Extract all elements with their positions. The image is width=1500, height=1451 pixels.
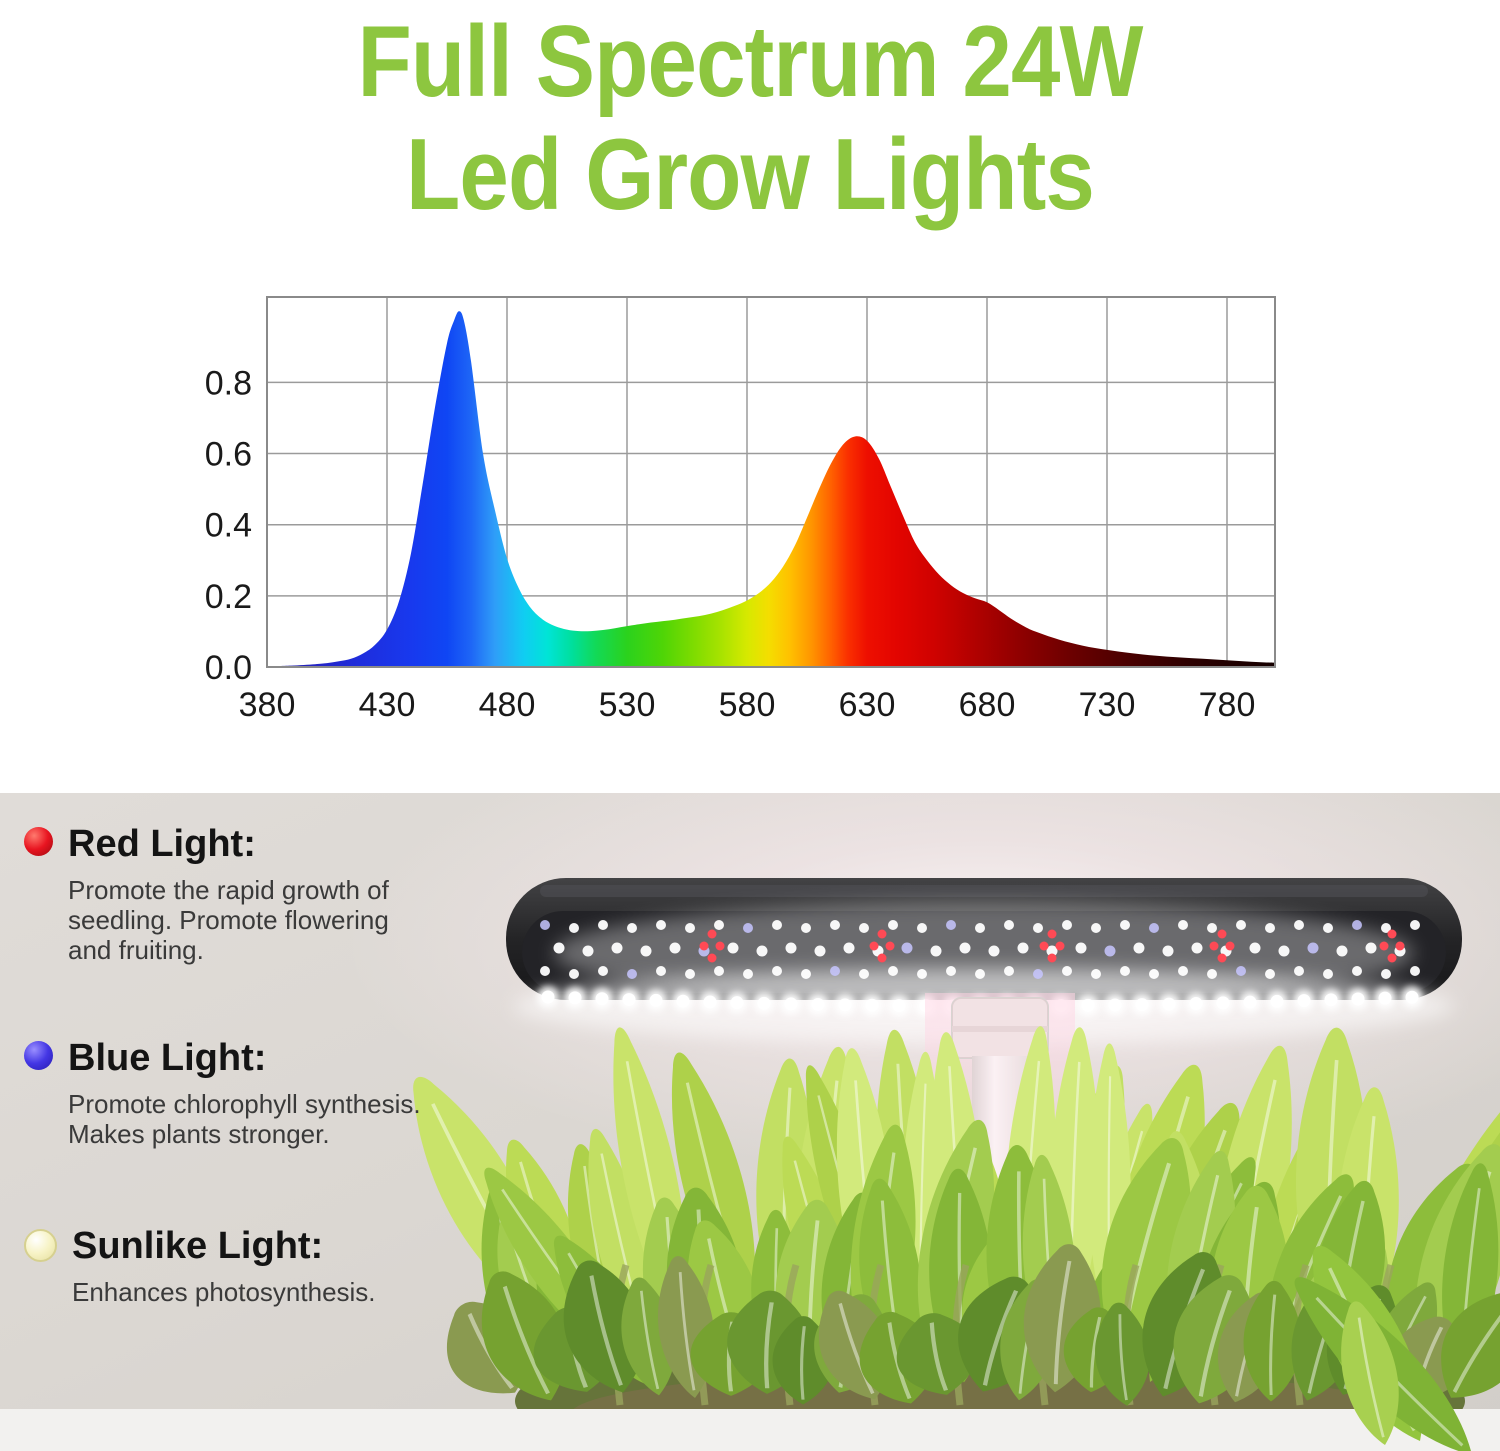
feature-heading: Sunlike Light: (72, 1225, 324, 1267)
feature-heading: Red Light: (68, 823, 256, 865)
spectrum-chart: 380 430 480 530 580 630 680 730 7800.00.20.40.60… (205, 296, 1276, 724)
feature-red-light: Red Light: Promote the rapid growth of s… (24, 822, 389, 965)
feature-line: Promote chlorophyll synthesis. (68, 1089, 421, 1119)
red-led (1395, 941, 1405, 951)
planter-strip (0, 1409, 1500, 1451)
feature-line: Makes plants stronger. (68, 1119, 330, 1149)
red-led (1387, 929, 1397, 939)
x-tick-label: 380 (239, 686, 296, 724)
red-led (1217, 929, 1227, 939)
y-tick-label: 0.2 (205, 578, 252, 616)
red-led (877, 953, 887, 963)
y-tick-label: 0.6 (205, 436, 252, 474)
red-led (885, 941, 895, 951)
product-photo (0, 793, 1500, 1451)
chart-border (266, 296, 1276, 668)
red-led (715, 941, 725, 951)
x-tick-label: 580 (719, 686, 776, 724)
x-tick-label: 480 (479, 686, 536, 724)
feature-heading: Blue Light: (68, 1037, 267, 1079)
red-led (877, 929, 887, 939)
plants (413, 1026, 1500, 1451)
x-tick-label: 630 (839, 686, 896, 724)
red-led (699, 941, 709, 951)
x-tick-label: 680 (959, 686, 1016, 724)
red-led (1039, 941, 1049, 951)
feature-sunlike-light: Sunlike Light: Enhances photosynthesis. (24, 1224, 376, 1307)
x-tick-labels: 380 430 480 530 580 630 680 730 780 (239, 686, 1256, 724)
features-section (0, 793, 1500, 1451)
red-led (1047, 953, 1057, 963)
red-led (1047, 929, 1057, 939)
y-tick-label: 0.4 (205, 507, 252, 545)
page-title: Full Spectrum 24W Led Grow Lights (0, 0, 1500, 232)
overhang-leaves (1294, 1245, 1472, 1451)
spectrum-area (267, 311, 1275, 667)
red-led (1209, 941, 1219, 951)
red-led (869, 941, 879, 951)
y-tick-label: 0.0 (205, 649, 252, 687)
feature-line: seedling. Promote flowering (68, 905, 389, 935)
red-led (1217, 953, 1227, 963)
y-tick-label: 0.8 (205, 364, 252, 402)
x-tick-label: 530 (599, 686, 656, 724)
red-led (1055, 941, 1065, 951)
feature-sunlike-light-text: Sunlike Light: Enhances photosynthesis. (72, 1224, 376, 1307)
red-led (1225, 941, 1235, 951)
red-led (1379, 941, 1389, 951)
title-line-1: Full Spectrum 24W (357, 6, 1143, 118)
y-tick-labels: 0.0 0.2 0.4 0.6 0.8 (205, 364, 252, 687)
feature-red-light-text: Red Light: Promote the rapid growth of s… (68, 822, 389, 965)
red-led (707, 929, 717, 939)
feature-line: Enhances photosynthesis. (72, 1277, 376, 1307)
red-led (707, 953, 717, 963)
x-tick-label: 780 (1199, 686, 1256, 724)
feature-blue-light: Blue Light: Promote chlorophyll synthesi… (24, 1036, 421, 1149)
feature-line: Promote the rapid growth of (68, 875, 389, 905)
feature-line: and fruiting. (68, 935, 204, 965)
x-tick-label: 730 (1079, 686, 1136, 724)
feature-blue-light-text: Blue Light: Promote chlorophyll synthesi… (68, 1036, 421, 1149)
x-tick-label: 430 (359, 686, 416, 724)
red-led (1387, 953, 1397, 963)
red-light-bullet-icon (24, 827, 53, 856)
title-line-2: Led Grow Lights (406, 119, 1095, 231)
blue-light-bullet-icon (24, 1041, 53, 1070)
sunlike-light-bullet-icon (24, 1229, 57, 1262)
chart-grid (267, 297, 1275, 667)
